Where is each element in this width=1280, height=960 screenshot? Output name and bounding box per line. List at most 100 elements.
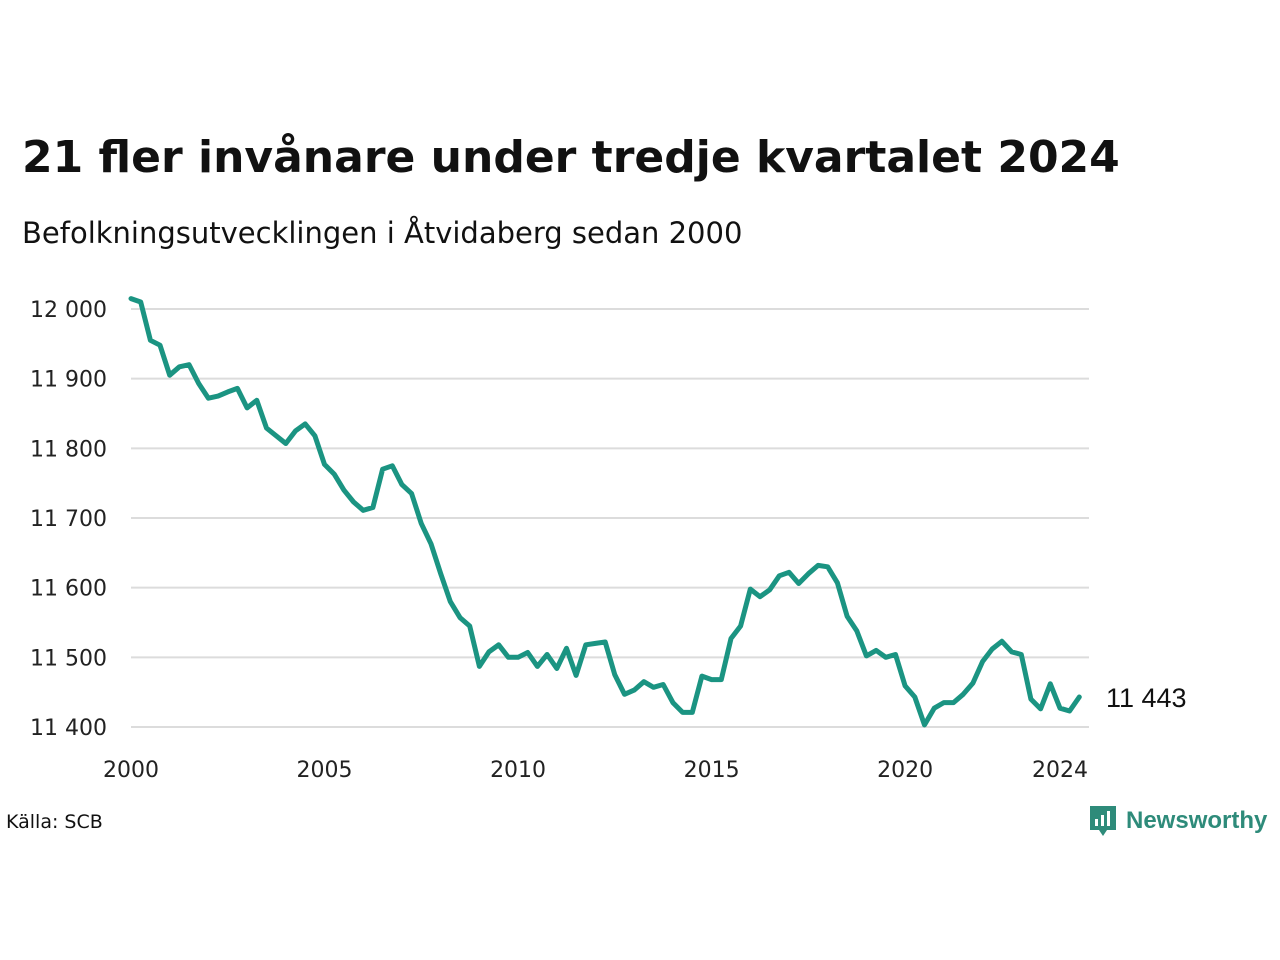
data-point <box>728 636 733 641</box>
data-point <box>574 673 579 678</box>
data-point <box>399 482 404 487</box>
data-point <box>1009 649 1014 654</box>
data-point <box>516 655 521 660</box>
data-point <box>903 683 908 688</box>
data-point <box>535 664 540 669</box>
data-point <box>225 389 230 394</box>
data-point <box>380 467 385 472</box>
data-point <box>361 508 366 513</box>
data-point <box>748 587 753 592</box>
data-point <box>554 666 559 671</box>
data-point <box>1028 697 1033 702</box>
data-point <box>825 564 830 569</box>
x-axis-tick-labels: 2000 2005 2010 2015 2020 2024 <box>103 758 1088 783</box>
data-point <box>787 570 792 575</box>
data-point <box>148 338 153 343</box>
y-axis-tick-labels: 12 000 11 900 11 800 11 700 11 600 11 500 11 4… <box>30 298 107 741</box>
data-point <box>961 692 966 697</box>
data-point <box>419 521 424 526</box>
data-point <box>487 649 492 654</box>
y-tick-label: 11 600 <box>30 577 107 602</box>
data-point <box>274 433 279 438</box>
data-point <box>1067 708 1072 713</box>
data-point <box>670 700 675 705</box>
data-point <box>458 615 463 620</box>
data-point <box>709 677 714 682</box>
end-value-label-group: 11 443 <box>1106 683 1187 713</box>
data-point <box>341 488 346 493</box>
data-point <box>496 642 501 647</box>
end-value-label: 11 443 <box>1106 683 1187 713</box>
data-point <box>370 505 375 510</box>
data-point <box>525 650 530 655</box>
data-point <box>409 491 414 496</box>
data-point <box>912 695 917 700</box>
data-point <box>699 674 704 679</box>
data-point <box>893 652 898 657</box>
data-point <box>719 677 724 682</box>
data-point <box>980 659 985 664</box>
gridlines <box>131 308 1089 728</box>
data-point <box>196 381 201 386</box>
data-point <box>864 653 869 658</box>
data-point <box>690 710 695 715</box>
data-point <box>835 580 840 585</box>
data-point <box>651 685 656 690</box>
data-point <box>612 672 617 677</box>
data-point <box>999 639 1004 644</box>
data-point <box>428 541 433 546</box>
data-point <box>641 679 646 684</box>
x-tick-label: 2010 <box>490 758 546 783</box>
data-point <box>806 571 811 576</box>
data-point <box>564 646 569 651</box>
data-point <box>438 571 443 576</box>
data-point <box>990 646 995 651</box>
data-point <box>738 623 743 628</box>
x-tick-label: 2000 <box>103 758 159 783</box>
data-point <box>167 373 172 378</box>
data-point <box>1077 695 1082 700</box>
data-point <box>216 394 221 399</box>
data-point <box>680 710 685 715</box>
data-point <box>448 599 453 604</box>
data-point <box>312 433 317 438</box>
data-point <box>138 300 143 305</box>
data-point <box>854 628 859 633</box>
data-point <box>767 587 772 592</box>
newsworthy-logo-icon <box>1090 806 1116 836</box>
data-point <box>477 664 482 669</box>
data-point <box>622 692 627 697</box>
data-point <box>796 581 801 586</box>
series-group <box>128 296 1082 728</box>
data-point <box>467 623 472 628</box>
data-point <box>883 655 888 660</box>
data-point <box>158 343 163 348</box>
data-point <box>293 428 298 433</box>
data-point <box>845 614 850 619</box>
data-point <box>545 652 550 657</box>
data-point <box>351 499 356 504</box>
data-point <box>777 573 782 578</box>
chart-title: 21 fler invånare under tredje kvartalet … <box>22 132 1120 183</box>
y-tick-label: 11 900 <box>30 368 107 393</box>
data-point <box>951 700 956 705</box>
data-point <box>206 396 211 401</box>
data-point <box>816 563 821 568</box>
brand-name: Newsworthy <box>1126 807 1268 834</box>
brand-logo[interactable]: Newsworthy <box>1088 804 1267 838</box>
y-tick-label: 11 700 <box>30 507 107 532</box>
data-point <box>603 640 608 645</box>
chart-subtitle: Befolkningsutvecklingen i Åtvidaberg sed… <box>22 216 743 250</box>
data-point <box>583 642 588 647</box>
x-tick-label: 2020 <box>877 758 933 783</box>
data-point <box>264 426 269 431</box>
x-tick-label: 2005 <box>297 758 353 783</box>
data-point <box>757 594 762 599</box>
data-point <box>1057 706 1062 711</box>
data-point <box>322 462 327 467</box>
y-tick-label: 11 400 <box>30 716 107 741</box>
data-point <box>129 296 133 301</box>
source-note: Källa: SCB <box>6 811 103 833</box>
data-point <box>922 722 927 727</box>
